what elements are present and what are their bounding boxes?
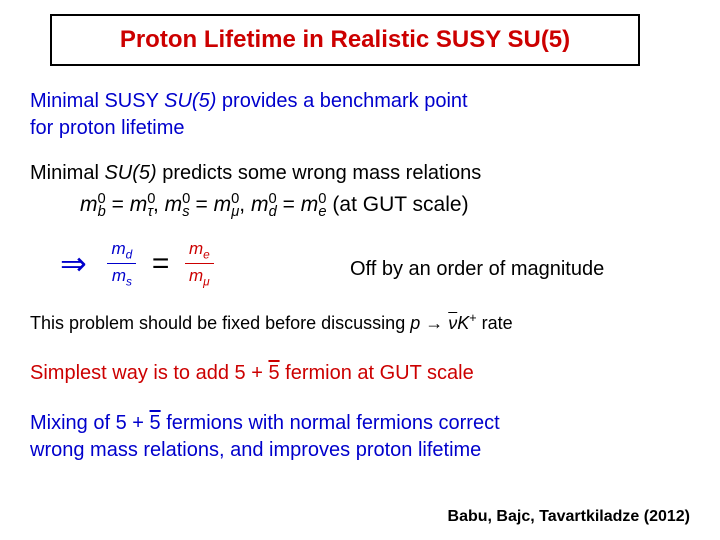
citation: Babu, Bajc, Tavartkiladze (2012) (448, 508, 690, 526)
text: fermions with normal fermions correct (161, 412, 500, 434)
m: m (189, 239, 203, 258)
text: rate (477, 313, 513, 333)
text: This problem should be fixed before disc… (30, 313, 410, 333)
problem-line: This problem should be fixed before disc… (30, 310, 513, 335)
m: m (165, 193, 183, 216)
fivefivebar: 5 + 5 (235, 362, 280, 384)
e: e (203, 247, 210, 261)
s: s (126, 275, 132, 289)
d: d (269, 204, 277, 220)
b: b (98, 204, 106, 220)
m: m (130, 193, 148, 216)
m: m (112, 266, 126, 285)
m: m (80, 193, 98, 216)
eq: = (277, 193, 301, 216)
benchmark-line: Minimal SUSY SU(5) provides a benchmark … (30, 88, 690, 142)
gut: (at GUT scale) (327, 193, 469, 216)
title-text: Proton Lifetime in Realistic SUSY SU(5) (120, 26, 570, 53)
equals: = (152, 247, 170, 280)
title-box: Proton Lifetime in Realistic SUSY SU(5) (50, 14, 640, 66)
d: d (126, 247, 133, 261)
text: Minimal (30, 162, 104, 184)
m: m (111, 239, 125, 258)
m: m (214, 193, 232, 216)
mass-relations: m0b = m0τ, m0s = m0μ, m0d = m0e (at GUT … (80, 190, 469, 223)
text: wrong mass relations, and improves proto… (30, 439, 481, 461)
mu: μ (203, 275, 210, 289)
su5: SU(5) (164, 90, 216, 112)
frac-left: md ms (107, 238, 136, 290)
text: predicts some wrong mass relations (157, 162, 482, 184)
arrow-icon: ⇒ (60, 245, 87, 281)
predicts-line: Minimal SU(5) predicts some wrong mass r… (30, 160, 481, 187)
fivefivebar: 5 + 5 (116, 412, 161, 434)
text: provides a benchmark point (216, 90, 467, 112)
su5: SU(5) (104, 162, 156, 184)
text: Simplest way is to add (30, 362, 235, 384)
comma: , (153, 193, 165, 216)
offby-text: Off by an order of magnitude (350, 256, 604, 283)
text: Minimal SUSY (30, 90, 164, 112)
m: m (301, 193, 319, 216)
e: e (318, 204, 326, 220)
frac-right: me mμ (185, 238, 214, 290)
s: s (182, 204, 189, 220)
text: for proton lifetime (30, 117, 185, 139)
eq: = (106, 193, 130, 216)
text: fermion at GUT scale (280, 362, 474, 384)
simplest-line: Simplest way is to add 5 + 5 fermion at … (30, 360, 474, 387)
m: m (251, 193, 269, 216)
eq: = (190, 193, 214, 216)
decay: p → νK (410, 313, 469, 333)
text: Mixing of (30, 412, 116, 434)
mixing-line: Mixing of 5 + 5 fermions with normal fer… (30, 410, 690, 464)
implication-row: ⇒ md ms = me mμ (60, 238, 218, 290)
m: m (189, 266, 203, 285)
comma: , (239, 193, 251, 216)
plus: + (469, 311, 476, 325)
